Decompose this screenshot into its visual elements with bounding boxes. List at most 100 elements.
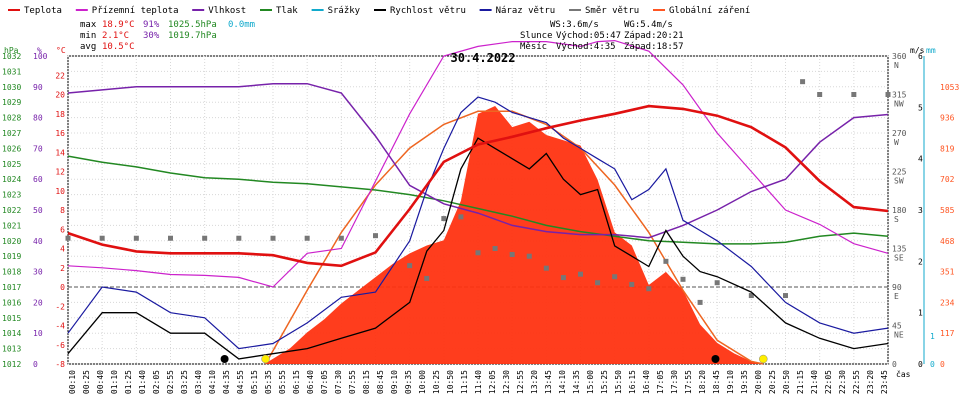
time-tick: 19:10 [726, 370, 735, 394]
time-tick: 14:10 [558, 370, 567, 394]
time-tick: 17:05 [656, 370, 665, 394]
sunrise-time: Východ:05:47 [556, 31, 621, 41]
time-tick: 04:10 [208, 370, 217, 394]
time-tick: 15:50 [614, 370, 623, 394]
time-tick: 17:55 [684, 370, 693, 394]
time-tick: 09:35 [404, 370, 413, 394]
wind-direction-tick: 45 NE [892, 322, 904, 340]
stats-avg-label: avg [80, 42, 96, 52]
time-tick: 03:25 [180, 370, 189, 394]
temperature-tick: 6 [60, 225, 65, 234]
time-tick: 02:05 [152, 370, 161, 394]
wind-direction-point [543, 265, 549, 271]
time-tick: 11:15 [460, 370, 469, 394]
humidity-tick: 40 [33, 237, 43, 246]
time-tick: 13:45 [544, 370, 553, 394]
stats-max-press: 1025.5hPa [168, 20, 217, 30]
pressure-tick: 1017 [2, 283, 21, 292]
humidity-unit: % [37, 46, 42, 55]
wind-direction-point [783, 293, 788, 299]
time-tick: 22:55 [852, 370, 861, 394]
wind-direction-tick: 315 NW [892, 91, 907, 109]
pressure-tick: 1027 [2, 129, 21, 138]
stats-min-press: 1019.7hPa [168, 31, 217, 41]
temperature-tick: 14 [55, 148, 65, 157]
time-tick: 06:15 [292, 370, 301, 394]
humidity-tick: 0 [33, 360, 38, 369]
wind-direction-point [441, 216, 447, 222]
time-tick: 04:35 [222, 370, 231, 394]
pressure-tick: 1014 [2, 329, 21, 338]
wind-direction-point [458, 214, 464, 220]
radiation-tick: 0 [940, 360, 945, 369]
wind-direction-point [338, 235, 344, 241]
time-tick: 15:00 [586, 370, 595, 394]
humidity-tick: 50 [33, 206, 43, 215]
time-tick: 07:05 [320, 370, 329, 394]
legend-label: Náraz větru [496, 6, 556, 16]
series-wind-gust [67, 96, 889, 350]
sunset-time: Západ:20:21 [624, 31, 684, 41]
humidity-tick: 30 [33, 268, 43, 277]
temperature-tick: -8 [55, 360, 65, 369]
chart-title: 30.4.2022 [450, 51, 515, 65]
temperature-tick: 2 [60, 264, 65, 273]
wind-speed-tick: 4 [918, 155, 923, 164]
legend-label: Globální záření [669, 6, 750, 16]
pressure-tick: 1019 [2, 252, 21, 261]
wind-speed-avg: WS:3.6m/s [550, 20, 599, 30]
legend-label: Rychlost větru [390, 6, 466, 16]
wind-direction-point [202, 235, 208, 241]
wind-direction-point [714, 280, 720, 286]
time-tick: 11:40 [474, 370, 483, 394]
wind-direction-tick: 135 SE [892, 245, 907, 263]
pressure-tick: 1029 [2, 98, 21, 107]
wind-direction-point [885, 92, 891, 97]
legend-label: Srážky [328, 6, 361, 16]
temperature-tick: -4 [55, 322, 65, 331]
series-humidity [67, 82, 889, 239]
time-tick: 16:15 [628, 370, 637, 394]
time-tick: 14:35 [572, 370, 581, 394]
moonrise-marker [220, 355, 229, 363]
stats-min-label: min [80, 31, 96, 41]
time-tick: 18:20 [698, 370, 707, 394]
stats-max-label: max [80, 20, 97, 30]
wind-direction-point [800, 79, 806, 85]
legend-label: Teplota [24, 6, 62, 16]
wind-direction-point [373, 233, 378, 239]
temperature-tick: 16 [55, 129, 65, 138]
time-tick: 10:00 [418, 370, 427, 394]
wind-direction-point [560, 275, 566, 281]
time-tick: 05:15 [250, 370, 259, 394]
wind-direction-tick: 270 W [892, 129, 907, 147]
humidity-tick: 70 [33, 144, 43, 153]
time-tick: 02:55 [166, 370, 175, 394]
wind-direction-tick: 0 [892, 360, 897, 369]
humidity-tick: 10 [33, 329, 43, 338]
stats-max-hum: 91% [143, 20, 160, 30]
moonset-marker [711, 355, 720, 363]
radiation-tick: 702 [940, 175, 955, 184]
rain-unit: mm [926, 46, 936, 55]
wind-direction-point [475, 250, 481, 256]
stats-max-rain: 0.0mm [228, 20, 255, 30]
series-temperature [67, 104, 889, 268]
pressure-tick: 1024 [2, 175, 21, 184]
temperature-tick: 8 [60, 206, 65, 215]
time-tick: 08:45 [376, 370, 385, 394]
wind-direction-point [595, 280, 601, 286]
pressure-tick: 1013 [2, 345, 21, 354]
temperature-tick: 22 [55, 71, 65, 80]
time-tick: 00:25 [82, 370, 91, 394]
time-tick: 21:40 [810, 370, 819, 394]
series-wind-speed [67, 137, 889, 360]
wind-direction-point [509, 251, 515, 257]
wind-direction-point [492, 246, 498, 251]
wind-direction-point [646, 286, 652, 292]
pressure-tick: 1021 [2, 221, 21, 230]
humidity-tick: 100 [33, 52, 48, 61]
time-tick: 00:10 [68, 370, 77, 394]
